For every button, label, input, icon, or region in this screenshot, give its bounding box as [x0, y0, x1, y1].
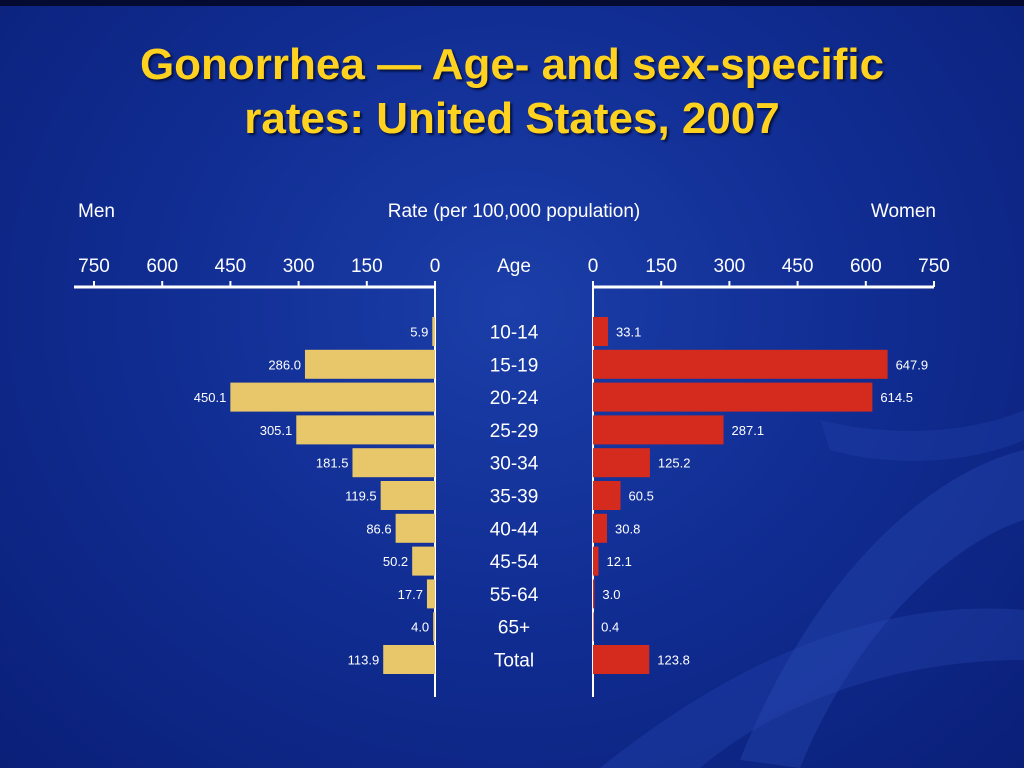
men-tick-label: 150 [351, 256, 383, 277]
age-category-label: 30-34 [490, 454, 539, 475]
men-bar [395, 513, 435, 543]
age-category-label: 35-39 [490, 487, 539, 508]
women-bar [593, 481, 621, 510]
women-bar [593, 546, 599, 576]
men-bar [352, 448, 435, 478]
women-value-label: 287.1 [732, 423, 765, 438]
women-value-label: 3.0 [602, 587, 620, 602]
men-value-label: 119.5 [345, 489, 377, 504]
women-value-label: 12.1 [607, 554, 632, 569]
age-category-label: Total [494, 651, 534, 672]
men-tick-label: 300 [283, 256, 315, 277]
age-category-label: 45-54 [490, 552, 539, 573]
women-value-label: 33.1 [616, 325, 641, 340]
slide-title: Gonorrhea — Age- and sex-specific rates:… [0, 38, 1024, 146]
women-value-label: 0.4 [601, 620, 619, 635]
women-tick-label: 750 [918, 256, 950, 277]
women-value-label: 614.5 [880, 390, 913, 405]
men-bar [380, 481, 435, 510]
women-tick-label: 600 [850, 256, 882, 277]
title-line-2: rates: United States, 2007 [244, 94, 780, 143]
men-value-label: 86.6 [366, 521, 391, 536]
men-bar [296, 415, 435, 445]
age-category-label: 15-19 [490, 355, 539, 376]
women-value-label: 60.5 [629, 489, 654, 504]
men-bar [383, 645, 435, 674]
top-border [0, 0, 1024, 6]
women-value-label: 123.8 [657, 653, 690, 668]
men-bar [432, 317, 435, 346]
men-label: Men [78, 201, 115, 222]
age-category-label: 65+ [498, 618, 530, 639]
men-value-label: 286.0 [268, 357, 301, 372]
men-bar [304, 349, 435, 379]
title-line-1: Gonorrhea — Age- and sex-specific [139, 40, 885, 89]
women-bar [593, 513, 608, 543]
age-category-label: 10-14 [490, 323, 539, 344]
x-axis-title: Rate (per 100,000 population) [388, 201, 640, 222]
men-value-label: 50.2 [383, 554, 408, 569]
men-value-label: 181.5 [316, 456, 349, 471]
women-label: Women [871, 201, 936, 222]
men-value-label: 113.9 [348, 653, 380, 668]
women-tick-label: 0 [588, 256, 599, 277]
age-category-label: 40-44 [490, 519, 539, 540]
women-value-label: 30.8 [615, 521, 640, 536]
men-bar [426, 579, 435, 609]
women-bar [593, 415, 724, 445]
women-bar [593, 349, 888, 379]
women-tick-label: 300 [714, 256, 746, 277]
women-bar [593, 448, 650, 478]
women-bar [593, 645, 650, 674]
men-value-label: 17.7 [398, 587, 423, 602]
women-bar [593, 612, 594, 642]
men-tick-label: 450 [215, 256, 247, 277]
men-value-label: 4.0 [411, 620, 429, 635]
men-tick-label: 750 [78, 256, 110, 277]
men-tick-label: 600 [146, 256, 178, 277]
women-bar [593, 317, 609, 346]
women-tick-label: 150 [645, 256, 677, 277]
men-value-label: 305.1 [260, 423, 293, 438]
age-category-label: 20-24 [490, 388, 539, 409]
women-bar [593, 382, 873, 412]
men-value-label: 5.9 [410, 325, 428, 340]
men-value-label: 450.1 [194, 390, 227, 405]
men-bar [433, 612, 435, 642]
women-value-label: 647.9 [896, 357, 929, 372]
women-tick-label: 450 [782, 256, 814, 277]
age-header: Age [497, 256, 531, 277]
men-bar [412, 546, 435, 576]
men-tick-label: 0 [430, 256, 441, 277]
women-value-label: 125.2 [658, 456, 691, 471]
women-bar [593, 579, 595, 609]
age-category-label: 55-64 [490, 585, 539, 606]
age-category-label: 25-29 [490, 421, 539, 442]
men-bar [230, 382, 435, 412]
